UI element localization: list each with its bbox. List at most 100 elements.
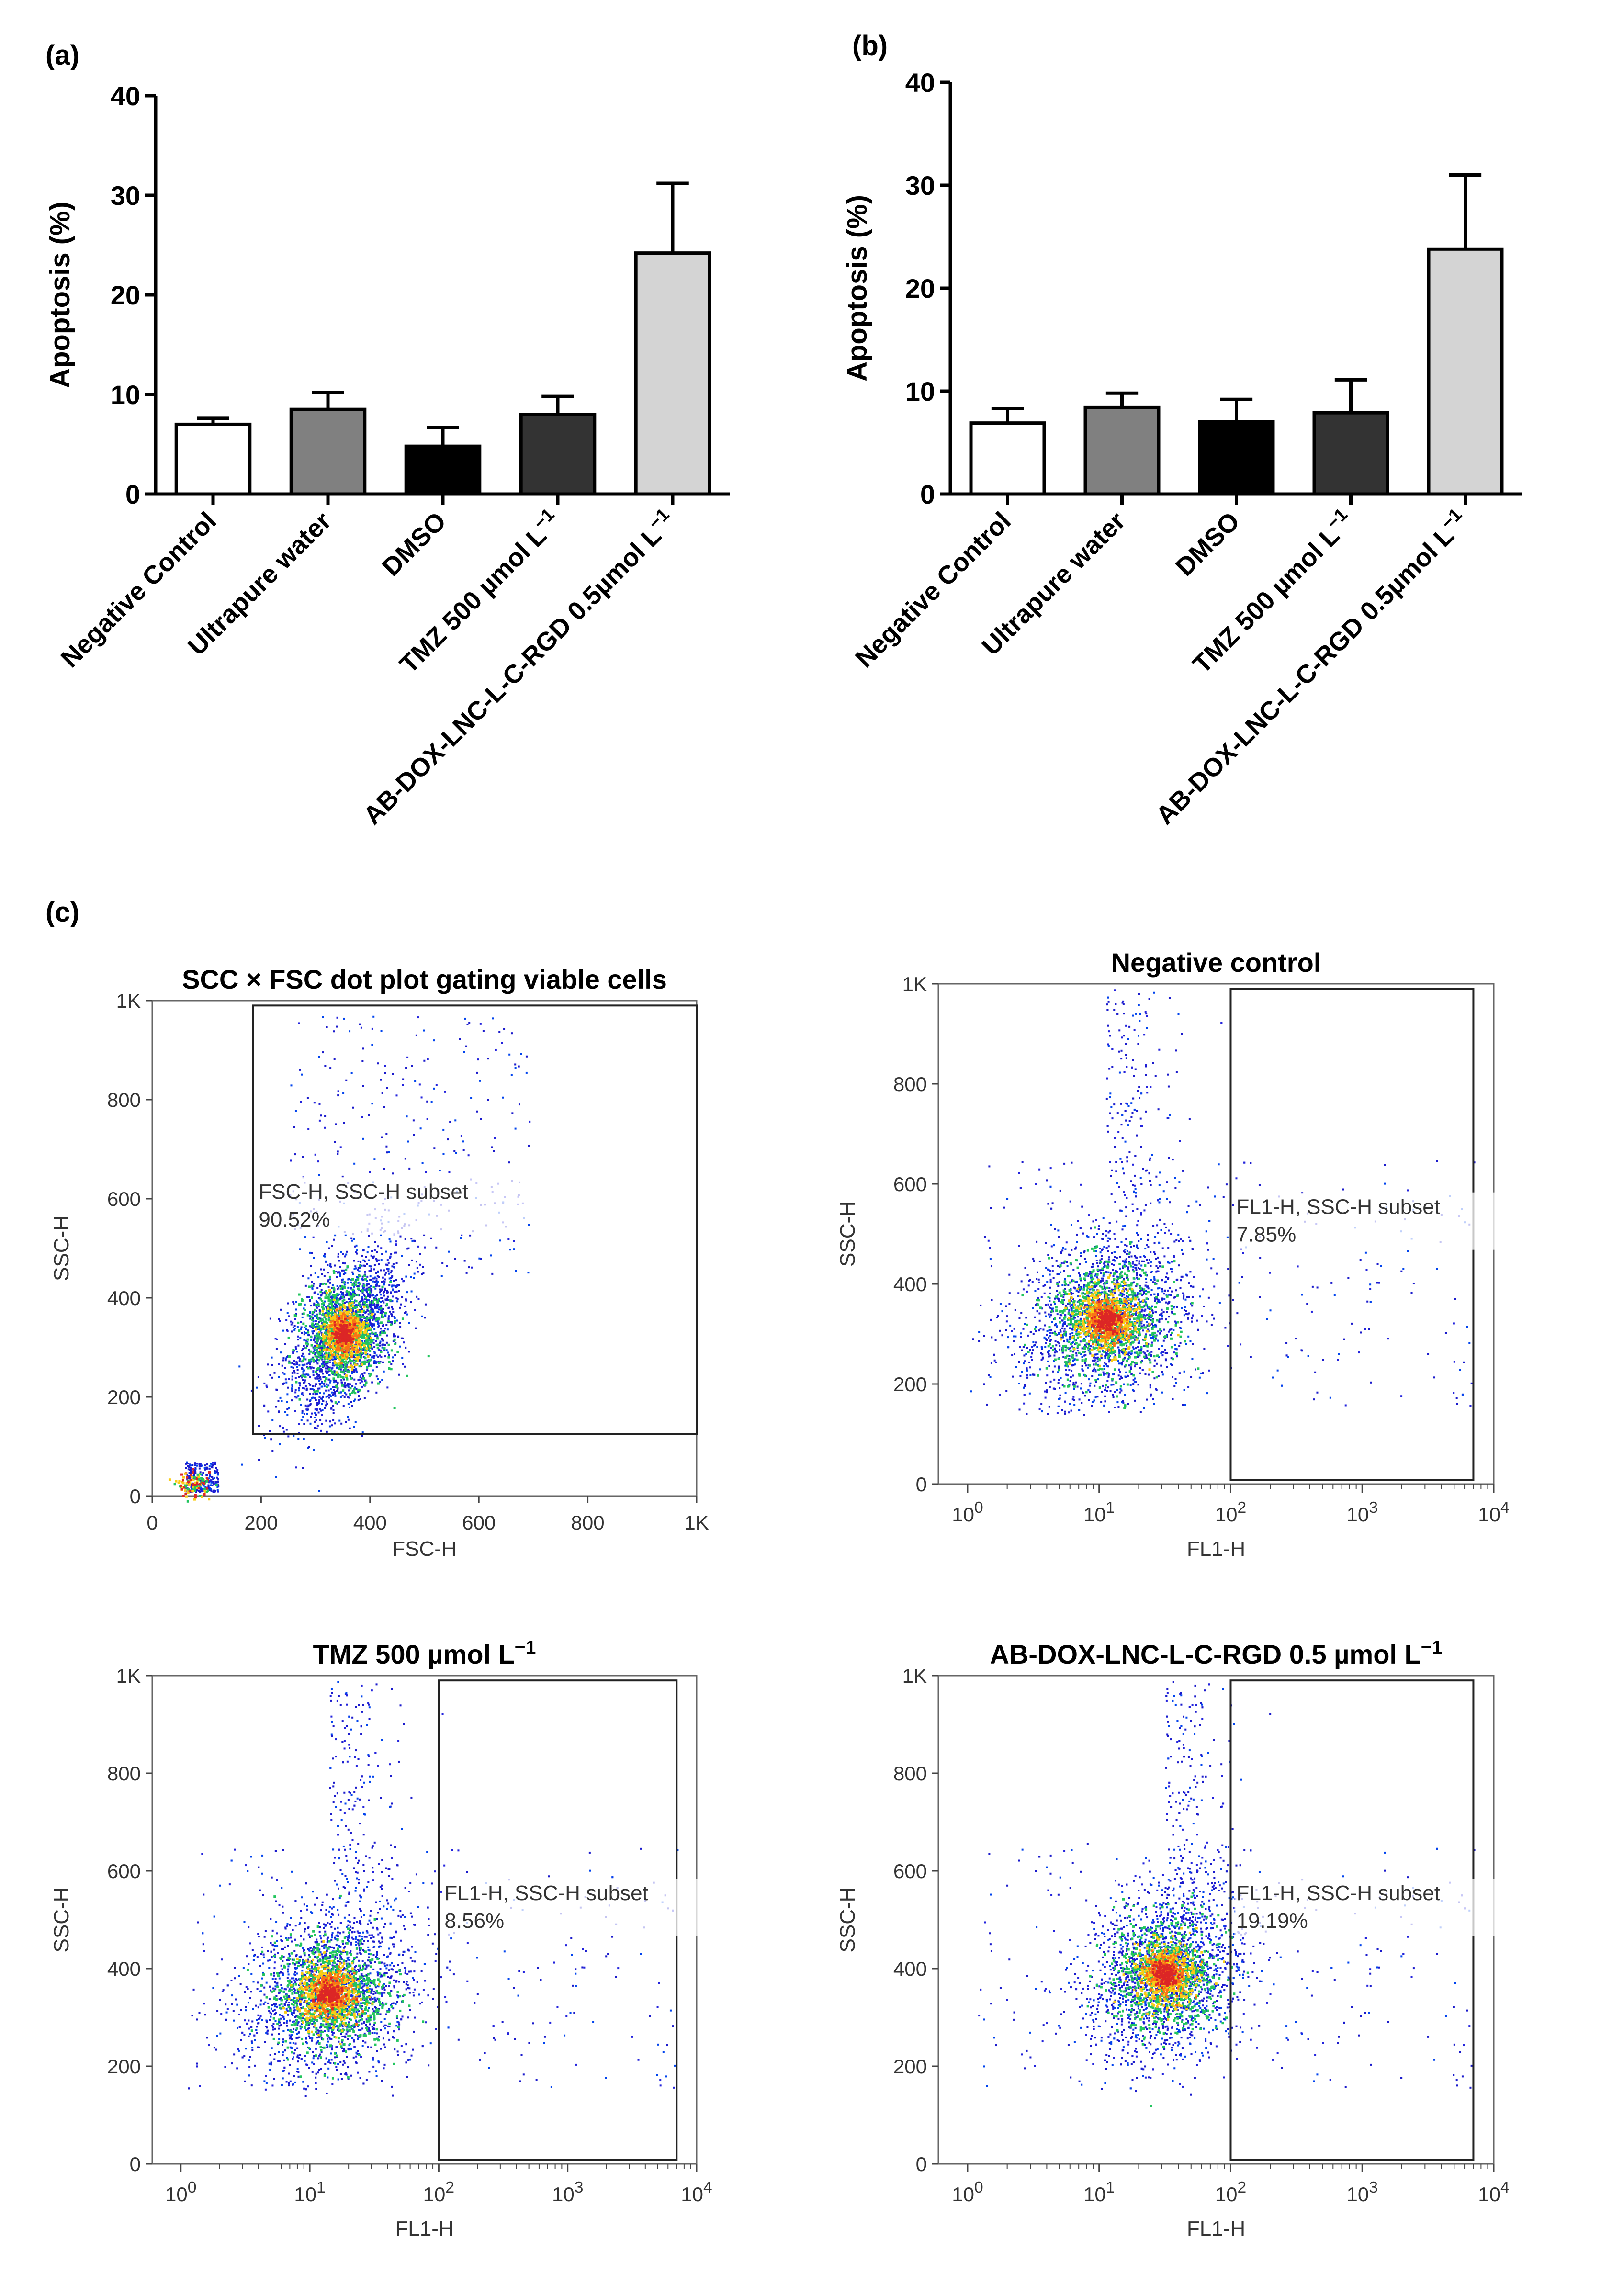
data-point [324,1376,326,1378]
data-point [392,1172,394,1175]
data-point [287,1435,290,1438]
data-point [363,1317,366,1319]
data-point [317,1276,320,1279]
density-point [336,1307,338,1310]
density-point [357,1317,360,1320]
density-point [380,1321,383,1324]
data-point [430,1101,433,1103]
data-point [303,1331,305,1333]
data-point [1102,1217,1105,1219]
data-point [315,1399,317,1401]
density-point [357,1388,360,1391]
data-point [291,1399,293,1402]
density-point [354,1363,357,1366]
data-point [321,1370,323,1373]
data-point [310,1326,313,1328]
data-point [358,1270,361,1272]
data-point [325,1404,327,1407]
data-point [377,1355,380,1358]
data-point [352,1355,355,1358]
density-point [366,1366,369,1369]
data-point [379,1288,381,1291]
data-point [384,1273,386,1276]
data-point [324,1329,327,1331]
data-point [337,1150,339,1153]
data-point [360,1321,362,1323]
data-point [325,1362,327,1364]
data-point [216,1469,219,1471]
density-point [363,1362,366,1365]
density-point [344,1317,347,1320]
data-point [293,1435,295,1437]
density-point [359,1335,362,1338]
data-point [207,1484,210,1486]
density-point [330,1350,333,1352]
data-point [333,1058,336,1060]
density-point [349,1337,352,1339]
data-point [292,1352,294,1354]
data-point [263,1404,266,1407]
data-point [324,1407,326,1409]
data-point [378,1349,381,1351]
data-point [360,1365,362,1368]
data-point [304,1284,307,1287]
density-point [350,1329,353,1332]
data-point [383,1269,385,1272]
data-point [479,1023,482,1025]
data-point [525,1055,528,1058]
data-point [302,1348,304,1350]
data-point [190,1470,192,1472]
data-point [369,1321,371,1323]
data-point [295,1466,297,1469]
data-point [328,1378,331,1381]
data-point [202,1472,204,1474]
data-point [335,1304,338,1306]
data-point [394,1322,396,1324]
density-point [331,1318,334,1321]
data-point [306,1413,308,1415]
data-point [365,1323,368,1326]
density-point [342,1320,345,1323]
data-point [379,1381,381,1383]
density-point [344,1363,347,1366]
data-point [1123,1013,1125,1015]
data-point [316,1287,319,1289]
data-point [347,1403,350,1405]
data-point [388,1306,390,1309]
density-point [342,1318,345,1321]
data-point [370,1290,372,1292]
data-point [365,1369,368,1371]
density-point [361,1343,363,1346]
data-point [1106,1380,1109,1382]
density-point [383,1347,386,1350]
data-point [380,1297,383,1299]
data-point [404,1305,406,1307]
data-point [335,1271,338,1273]
density-point [298,1398,301,1401]
data-point [305,1328,307,1330]
data-point [395,1251,397,1254]
density-point [368,1375,371,1378]
data-point [359,1376,361,1378]
data-point [978,1331,981,1333]
x-tick-label: 400 [353,1511,387,1534]
data-point [373,1249,376,1251]
density-point [349,1323,351,1326]
data-point [316,1427,318,1429]
data-point [340,1381,343,1384]
data-point [480,1258,482,1260]
density-point [339,1287,342,1290]
data-point [373,1346,376,1348]
data-point [361,1298,363,1300]
density-point [345,1352,348,1355]
data-point [312,1317,314,1319]
density-point [311,1322,314,1325]
data-point [341,1269,343,1272]
data-point [186,1461,188,1463]
data-point [295,1348,297,1350]
data-point [322,1051,324,1054]
data-point [330,1407,333,1410]
data-point [366,1299,368,1301]
data-point [339,1366,341,1368]
density-point [193,1476,196,1479]
